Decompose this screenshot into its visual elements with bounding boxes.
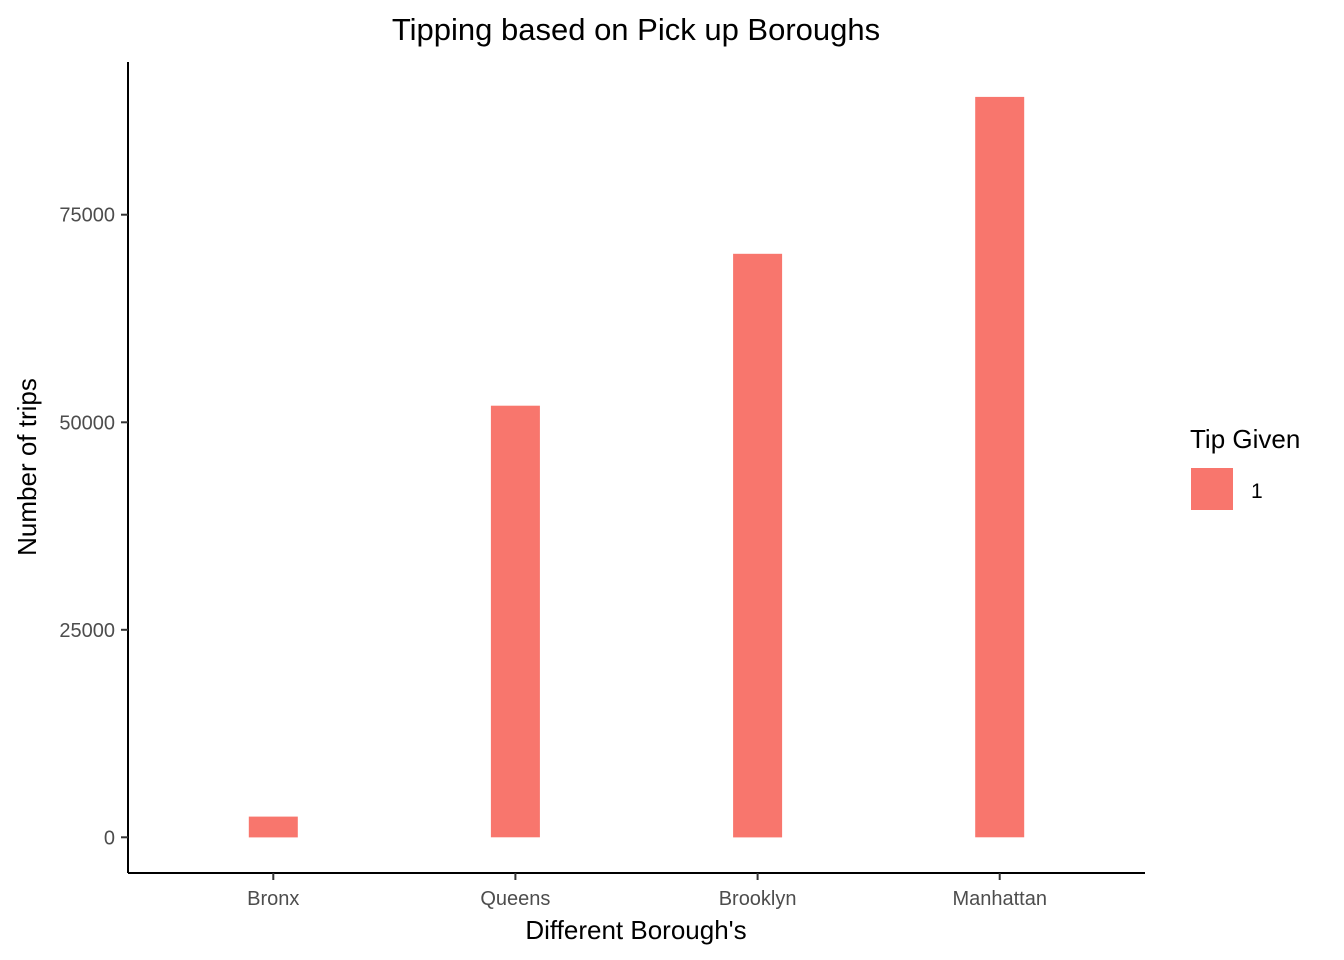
x-tick-label: Manhattan <box>952 888 1047 910</box>
bar-manhattan <box>975 96 1025 838</box>
legend: Tip Given 1 <box>1190 424 1300 510</box>
y-axis-ticks: 0 25000 50000 75000 <box>59 205 128 849</box>
x-tick-label: Brooklyn <box>719 888 797 910</box>
legend-swatch <box>1191 468 1233 510</box>
bar-bronx <box>248 816 298 838</box>
chart-title: Tipping based on Pick up Boroughs <box>392 12 880 47</box>
x-tick-label: Queens <box>480 888 550 910</box>
y-tick-label: 0 <box>104 827 115 849</box>
x-axis-title: Different Borough's <box>525 915 746 945</box>
plot-area: 0 25000 50000 75000 Bronx Queens Brooklyn Manh… <box>59 62 1145 910</box>
x-tick-label: Bronx <box>247 888 299 910</box>
y-tick-label: 25000 <box>59 620 115 642</box>
bar-queens <box>490 405 540 838</box>
x-axis-ticks: Bronx Queens Brooklyn Manhattan <box>247 873 1047 910</box>
bar-brooklyn <box>733 253 783 838</box>
y-tick-label: 50000 <box>59 412 115 434</box>
legend-title: Tip Given <box>1190 424 1300 454</box>
y-axis-title: Number of trips <box>12 378 42 556</box>
y-tick-label: 75000 <box>59 205 115 227</box>
legend-label: 1 <box>1251 480 1263 503</box>
bars-group <box>248 96 1025 838</box>
